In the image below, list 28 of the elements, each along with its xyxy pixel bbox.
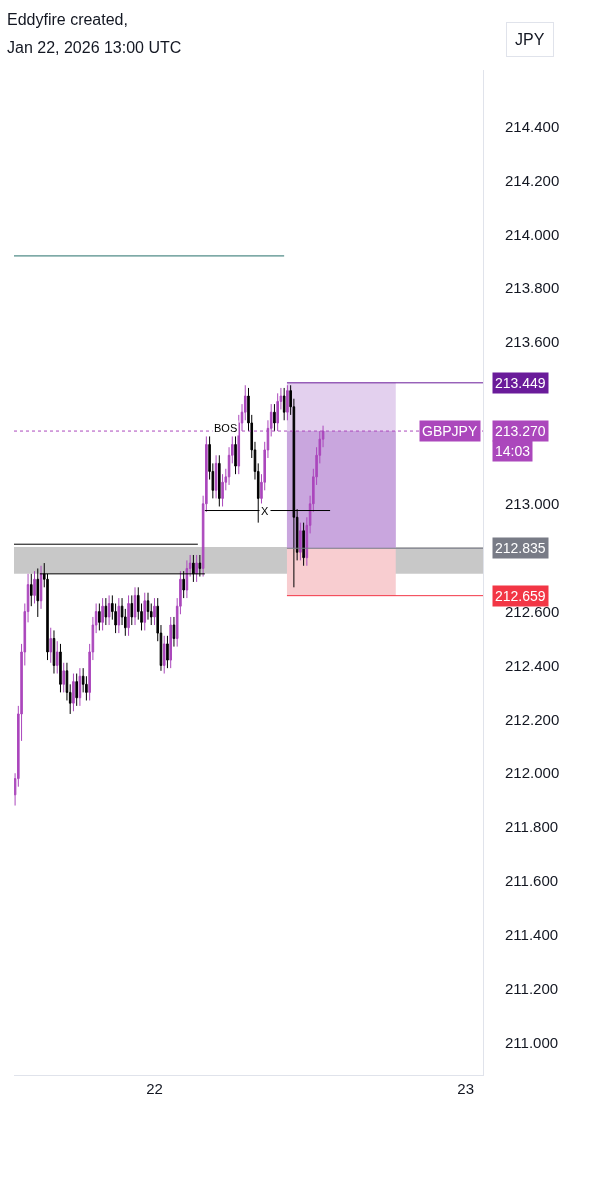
y-tick-label: 212.000 (505, 764, 560, 782)
y-tick-label: 211.600 (505, 872, 559, 890)
ref-line-label: 213.449 (495, 375, 546, 391)
y-tick-label: 211.000 (505, 1033, 559, 1051)
y-tick-label: 214.400 (505, 117, 560, 135)
y-axis-title: JPY (515, 31, 545, 48)
y-tick-label: 213.600 (505, 333, 560, 351)
text: 14:03 (495, 443, 531, 459)
annotation: GBPJPY (422, 423, 478, 439)
y-tick-label: 214.000 (505, 225, 560, 243)
chart-subtitle: Jan 22, 2026 13:00 UTC (7, 39, 182, 56)
y-tick-label: 213.800 (505, 279, 560, 297)
y-tick-label: 211.200 (505, 980, 559, 998)
y-tick-label: 211.400 (505, 926, 559, 944)
y-tick-label: 212.400 (505, 656, 560, 674)
chart-title: Eddyfire created, (7, 11, 128, 28)
y-tick-label: 213.000 (505, 495, 560, 513)
x-tick-label: 23 (457, 1080, 475, 1097)
ref-line-label: 212.659 (495, 588, 546, 604)
annotation: X (261, 505, 269, 517)
ref-line-label: 212.835 (495, 540, 546, 556)
y-tick-label: 211.800 (505, 818, 559, 836)
y-tick-label: 212.600 (505, 602, 560, 620)
y-tick-label: 212.200 (505, 710, 560, 728)
y-tick-label: 214.200 (505, 171, 560, 189)
ref-line-label: 213.270 (495, 423, 546, 439)
annotation: BOS (214, 422, 238, 434)
x-tick-label: 22 (146, 1080, 163, 1097)
